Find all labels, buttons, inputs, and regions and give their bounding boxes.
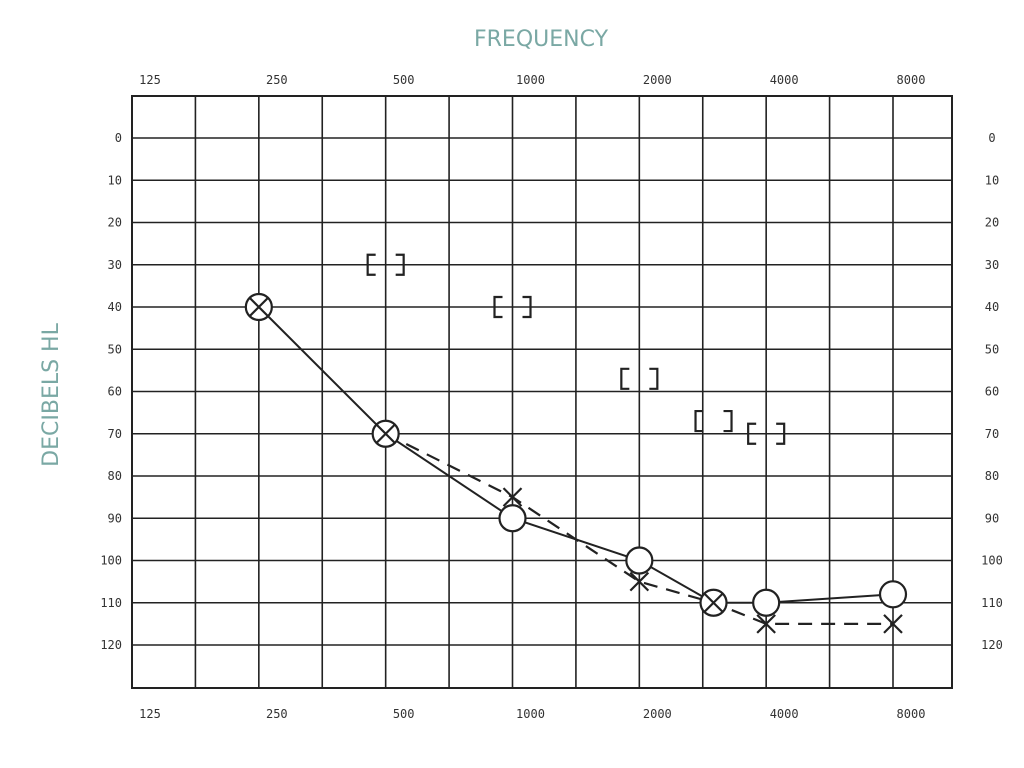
x-tick-label-top: 250 bbox=[266, 73, 288, 87]
y-tick-label-left: 0 bbox=[115, 131, 122, 145]
bracket-marker-right bbox=[395, 253, 405, 276]
y-tick-label-right: 90 bbox=[985, 511, 999, 525]
y-tick-label-left: 10 bbox=[108, 173, 122, 187]
bracket-marker-right bbox=[776, 422, 786, 445]
y-tick-label-right: 100 bbox=[981, 554, 1003, 568]
circle-x-cross bbox=[375, 423, 396, 444]
tick-labels: 1251252502505005001000100020002000400040… bbox=[100, 73, 1003, 721]
y-tick-label-right: 0 bbox=[988, 131, 995, 145]
y-tick-label-right: 60 bbox=[985, 385, 999, 399]
y-tick-label-right: 20 bbox=[985, 216, 999, 230]
y-tick-label-left: 30 bbox=[108, 258, 122, 272]
y-tick-label-left: 50 bbox=[108, 342, 122, 356]
circle-marker bbox=[752, 588, 781, 617]
x-tick-label-top: 4000 bbox=[770, 73, 799, 87]
bracket-marker-right bbox=[723, 409, 733, 433]
y-tick-label-right: 80 bbox=[985, 469, 999, 483]
bracket-marker-right bbox=[649, 367, 659, 390]
x-tick-label-bottom: 250 bbox=[266, 707, 288, 721]
x-tick-label-bottom: 1000 bbox=[516, 707, 545, 721]
y-axis-label: DECIBELS HL bbox=[39, 322, 64, 466]
x-tick-label-bottom: 2000 bbox=[643, 707, 672, 721]
x-tick-label-top: 125 bbox=[139, 73, 161, 87]
chart-title: FREQUENCY bbox=[474, 27, 609, 52]
y-tick-label-left: 120 bbox=[100, 638, 122, 652]
x-tick-label-top: 1000 bbox=[516, 73, 545, 87]
x-tick-label-top: 8000 bbox=[897, 73, 926, 87]
x-tick-label-bottom: 500 bbox=[393, 707, 415, 721]
y-tick-label-left: 110 bbox=[100, 596, 122, 610]
y-tick-label-right: 120 bbox=[981, 638, 1003, 652]
circle-x-cross bbox=[703, 592, 724, 613]
y-tick-label-right: 30 bbox=[985, 258, 999, 272]
y-tick-label-left: 70 bbox=[108, 427, 122, 441]
y-tick-label-right: 110 bbox=[981, 596, 1003, 610]
x-marker bbox=[756, 614, 776, 634]
y-tick-label-left: 40 bbox=[108, 300, 122, 314]
series-layer bbox=[244, 253, 908, 634]
x-marker bbox=[502, 487, 523, 507]
y-tick-label-right: 10 bbox=[985, 173, 999, 187]
x-tick-label-bottom: 4000 bbox=[770, 707, 799, 721]
y-tick-label-left: 20 bbox=[108, 216, 122, 230]
x-tick-label-bottom: 8000 bbox=[897, 707, 926, 721]
bracket-marker-left bbox=[620, 367, 630, 390]
y-tick-label-left: 90 bbox=[108, 511, 122, 525]
bracket-marker-right bbox=[522, 295, 532, 319]
x-marker bbox=[629, 571, 650, 592]
series-dashed-line bbox=[385, 432, 893, 625]
x-marker bbox=[883, 614, 903, 634]
y-tick-label-right: 50 bbox=[985, 342, 999, 356]
y-tick-label-left: 100 bbox=[100, 554, 122, 568]
circle-marker bbox=[878, 580, 908, 609]
y-tick-label-right: 40 bbox=[985, 300, 999, 314]
circle-x-cross bbox=[249, 297, 269, 317]
y-tick-label-left: 60 bbox=[108, 385, 122, 399]
y-tick-label-left: 80 bbox=[108, 469, 122, 483]
bracket-marker-left bbox=[493, 295, 503, 319]
x-tick-label-bottom: 125 bbox=[139, 707, 161, 721]
y-tick-label-right: 70 bbox=[985, 427, 999, 441]
bracket-marker-left bbox=[694, 409, 704, 433]
circle-marker bbox=[498, 504, 527, 533]
x-tick-label-top: 500 bbox=[393, 73, 415, 87]
bracket-marker-left bbox=[366, 253, 376, 276]
x-tick-label-top: 2000 bbox=[643, 73, 672, 87]
bracket-marker-left bbox=[747, 422, 757, 445]
circle-marker bbox=[625, 546, 654, 575]
